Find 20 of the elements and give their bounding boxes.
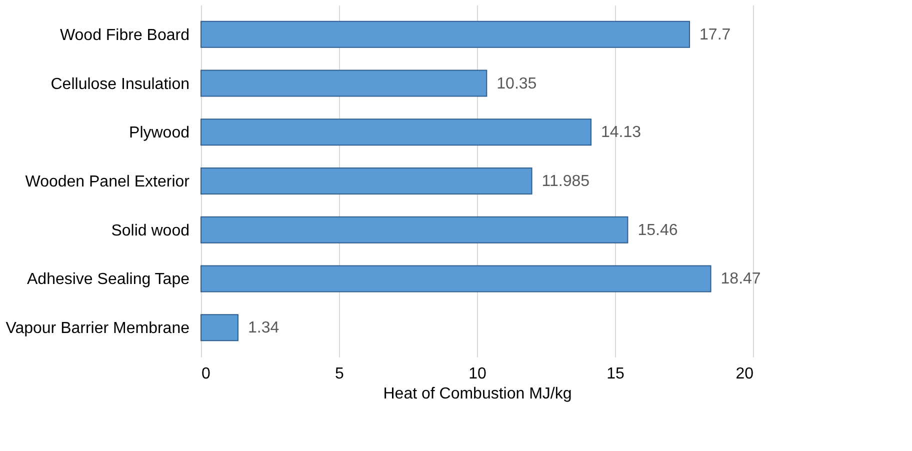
data-label: 18.47: [720, 270, 761, 288]
y-tick-label: Wooden Panel Exterior: [25, 174, 190, 190]
x-axis-title: Heat of Combustion MJ/kg: [383, 386, 572, 402]
data-label: 10.35: [496, 75, 537, 92]
x-tick-label: 10: [468, 366, 486, 382]
x-tick-label: 0: [202, 366, 210, 382]
y-tick-label: Cellulose Insulation: [50, 76, 190, 93]
y-tick-label: Vapour Barrier Membrane: [6, 320, 190, 338]
data-label: 17.7: [700, 26, 731, 44]
data-label: 14.13: [600, 124, 642, 142]
data-label: 1.34: [248, 320, 280, 337]
y-tick-label: Adhesive Sealing Tape: [27, 271, 190, 288]
x-tick-label: 5: [335, 366, 344, 382]
data-label: 15.46: [638, 222, 678, 239]
y-tick-label: Wood Fibre Board: [60, 26, 190, 44]
x-tick-label: 15: [606, 366, 624, 382]
y-tick-label: Plywood: [129, 124, 190, 142]
x-tick-label: 20: [736, 366, 754, 382]
data-label: 11.985: [542, 173, 590, 190]
y-tick-label: Solid wood: [111, 222, 190, 240]
